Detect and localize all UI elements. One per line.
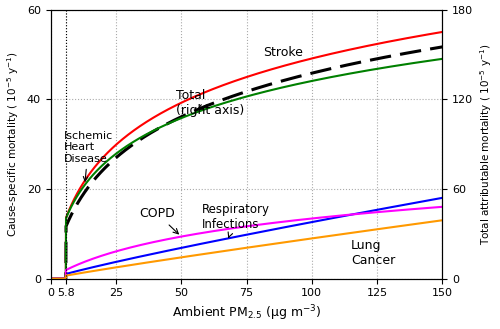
X-axis label: Ambient PM$_{2.5}$ (μg m$^{-3}$): Ambient PM$_{2.5}$ (μg m$^{-3}$)	[172, 304, 321, 323]
Text: COPD: COPD	[140, 207, 178, 234]
Text: Stroke: Stroke	[263, 46, 303, 59]
Text: Total
(right axis): Total (right axis)	[176, 89, 244, 117]
Text: Ischemic
Heart
Disease: Ischemic Heart Disease	[64, 131, 113, 181]
Y-axis label: Total attributable mortality ( 10$^{-5}$ y$^{-1}$): Total attributable mortality ( 10$^{-5}$…	[478, 43, 494, 245]
Text: Respiratory
Infections: Respiratory Infections	[202, 204, 270, 237]
Text: Lung
Cancer: Lung Cancer	[351, 239, 395, 267]
Y-axis label: Cause-specific mortality ( 10$^{-5}$ y$^{-1}$): Cause-specific mortality ( 10$^{-5}$ y$^…	[6, 51, 22, 237]
